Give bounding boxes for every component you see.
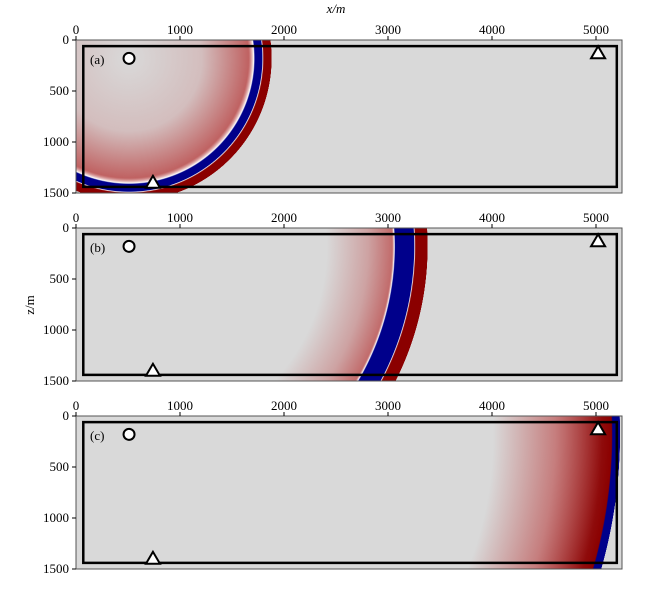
wavefront — [76, 228, 622, 381]
x-tick-label: 5000 — [583, 210, 609, 225]
wavefront — [76, 40, 622, 193]
x-tick-label: 5000 — [583, 22, 609, 37]
inner-boundary-box — [82, 232, 619, 377]
x-axis-label: x/m — [326, 1, 346, 16]
x-tick-label: 3000 — [375, 22, 401, 37]
y-tick-label: 0 — [63, 220, 70, 235]
x-tick-label: 5000 — [583, 398, 609, 413]
x-tick-label: 2000 — [271, 210, 297, 225]
y-tick-label: 500 — [50, 459, 70, 474]
panel-label: (b) — [90, 240, 105, 255]
y-tick-label: 0 — [63, 32, 70, 47]
y-tick-label: 1500 — [43, 185, 69, 200]
x-tick-label: 1000 — [167, 398, 193, 413]
x-tick-label: 4000 — [479, 210, 505, 225]
x-tick-label: 1000 — [167, 22, 193, 37]
y-tick-label: 0 — [63, 408, 70, 423]
y-axis-label: z/m — [22, 295, 37, 315]
source-circle-icon — [122, 427, 136, 441]
panel-label: (c) — [90, 428, 104, 443]
wavefront — [76, 416, 622, 569]
y-tick-label: 1500 — [43, 561, 69, 576]
source-circle-icon — [122, 239, 136, 253]
y-tick-label: 1000 — [43, 322, 69, 337]
inner-boundary-box — [82, 420, 619, 565]
receiver-triangle-icon — [589, 420, 607, 436]
receiver-triangle-icon — [144, 549, 162, 565]
receiver-triangle-icon — [144, 361, 162, 377]
receiver-triangle-icon — [144, 173, 162, 189]
plot-frame — [75, 39, 623, 194]
x-tick-label: 0 — [73, 398, 80, 413]
x-tick-label: 4000 — [479, 398, 505, 413]
plot-frame — [75, 227, 623, 382]
x-tick-label: 3000 — [375, 210, 401, 225]
x-tick-label: 3000 — [375, 398, 401, 413]
x-tick-label: 0 — [73, 22, 80, 37]
x-tick-label: 2000 — [271, 398, 297, 413]
y-tick-label: 1000 — [43, 510, 69, 525]
x-tick-label: 1000 — [167, 210, 193, 225]
y-tick-label: 500 — [50, 83, 70, 98]
x-tick-label: 0 — [73, 210, 80, 225]
y-tick-label: 500 — [50, 271, 70, 286]
panel-label: (a) — [90, 52, 104, 67]
receiver-triangle-icon — [589, 232, 607, 248]
panel-a: 0 1000 2000 3000 4000 5000 0 500 1000 1500 (a) — [43, 22, 623, 200]
x-tick-label: 2000 — [271, 22, 297, 37]
panel-b: 0 1000 2000 3000 4000 5000 0 500 1000 1500 (b) — [43, 210, 623, 388]
y-tick-label: 1500 — [43, 373, 69, 388]
receiver-triangle-icon — [589, 44, 607, 60]
plot-frame — [75, 415, 623, 570]
panel-c: 0 1000 2000 3000 4000 5000 0 500 1000 1500 (c) — [43, 398, 623, 576]
x-tick-label: 4000 — [479, 22, 505, 37]
inner-boundary-box — [82, 44, 619, 189]
source-circle-icon — [122, 51, 136, 65]
y-tick-label: 1000 — [43, 134, 69, 149]
